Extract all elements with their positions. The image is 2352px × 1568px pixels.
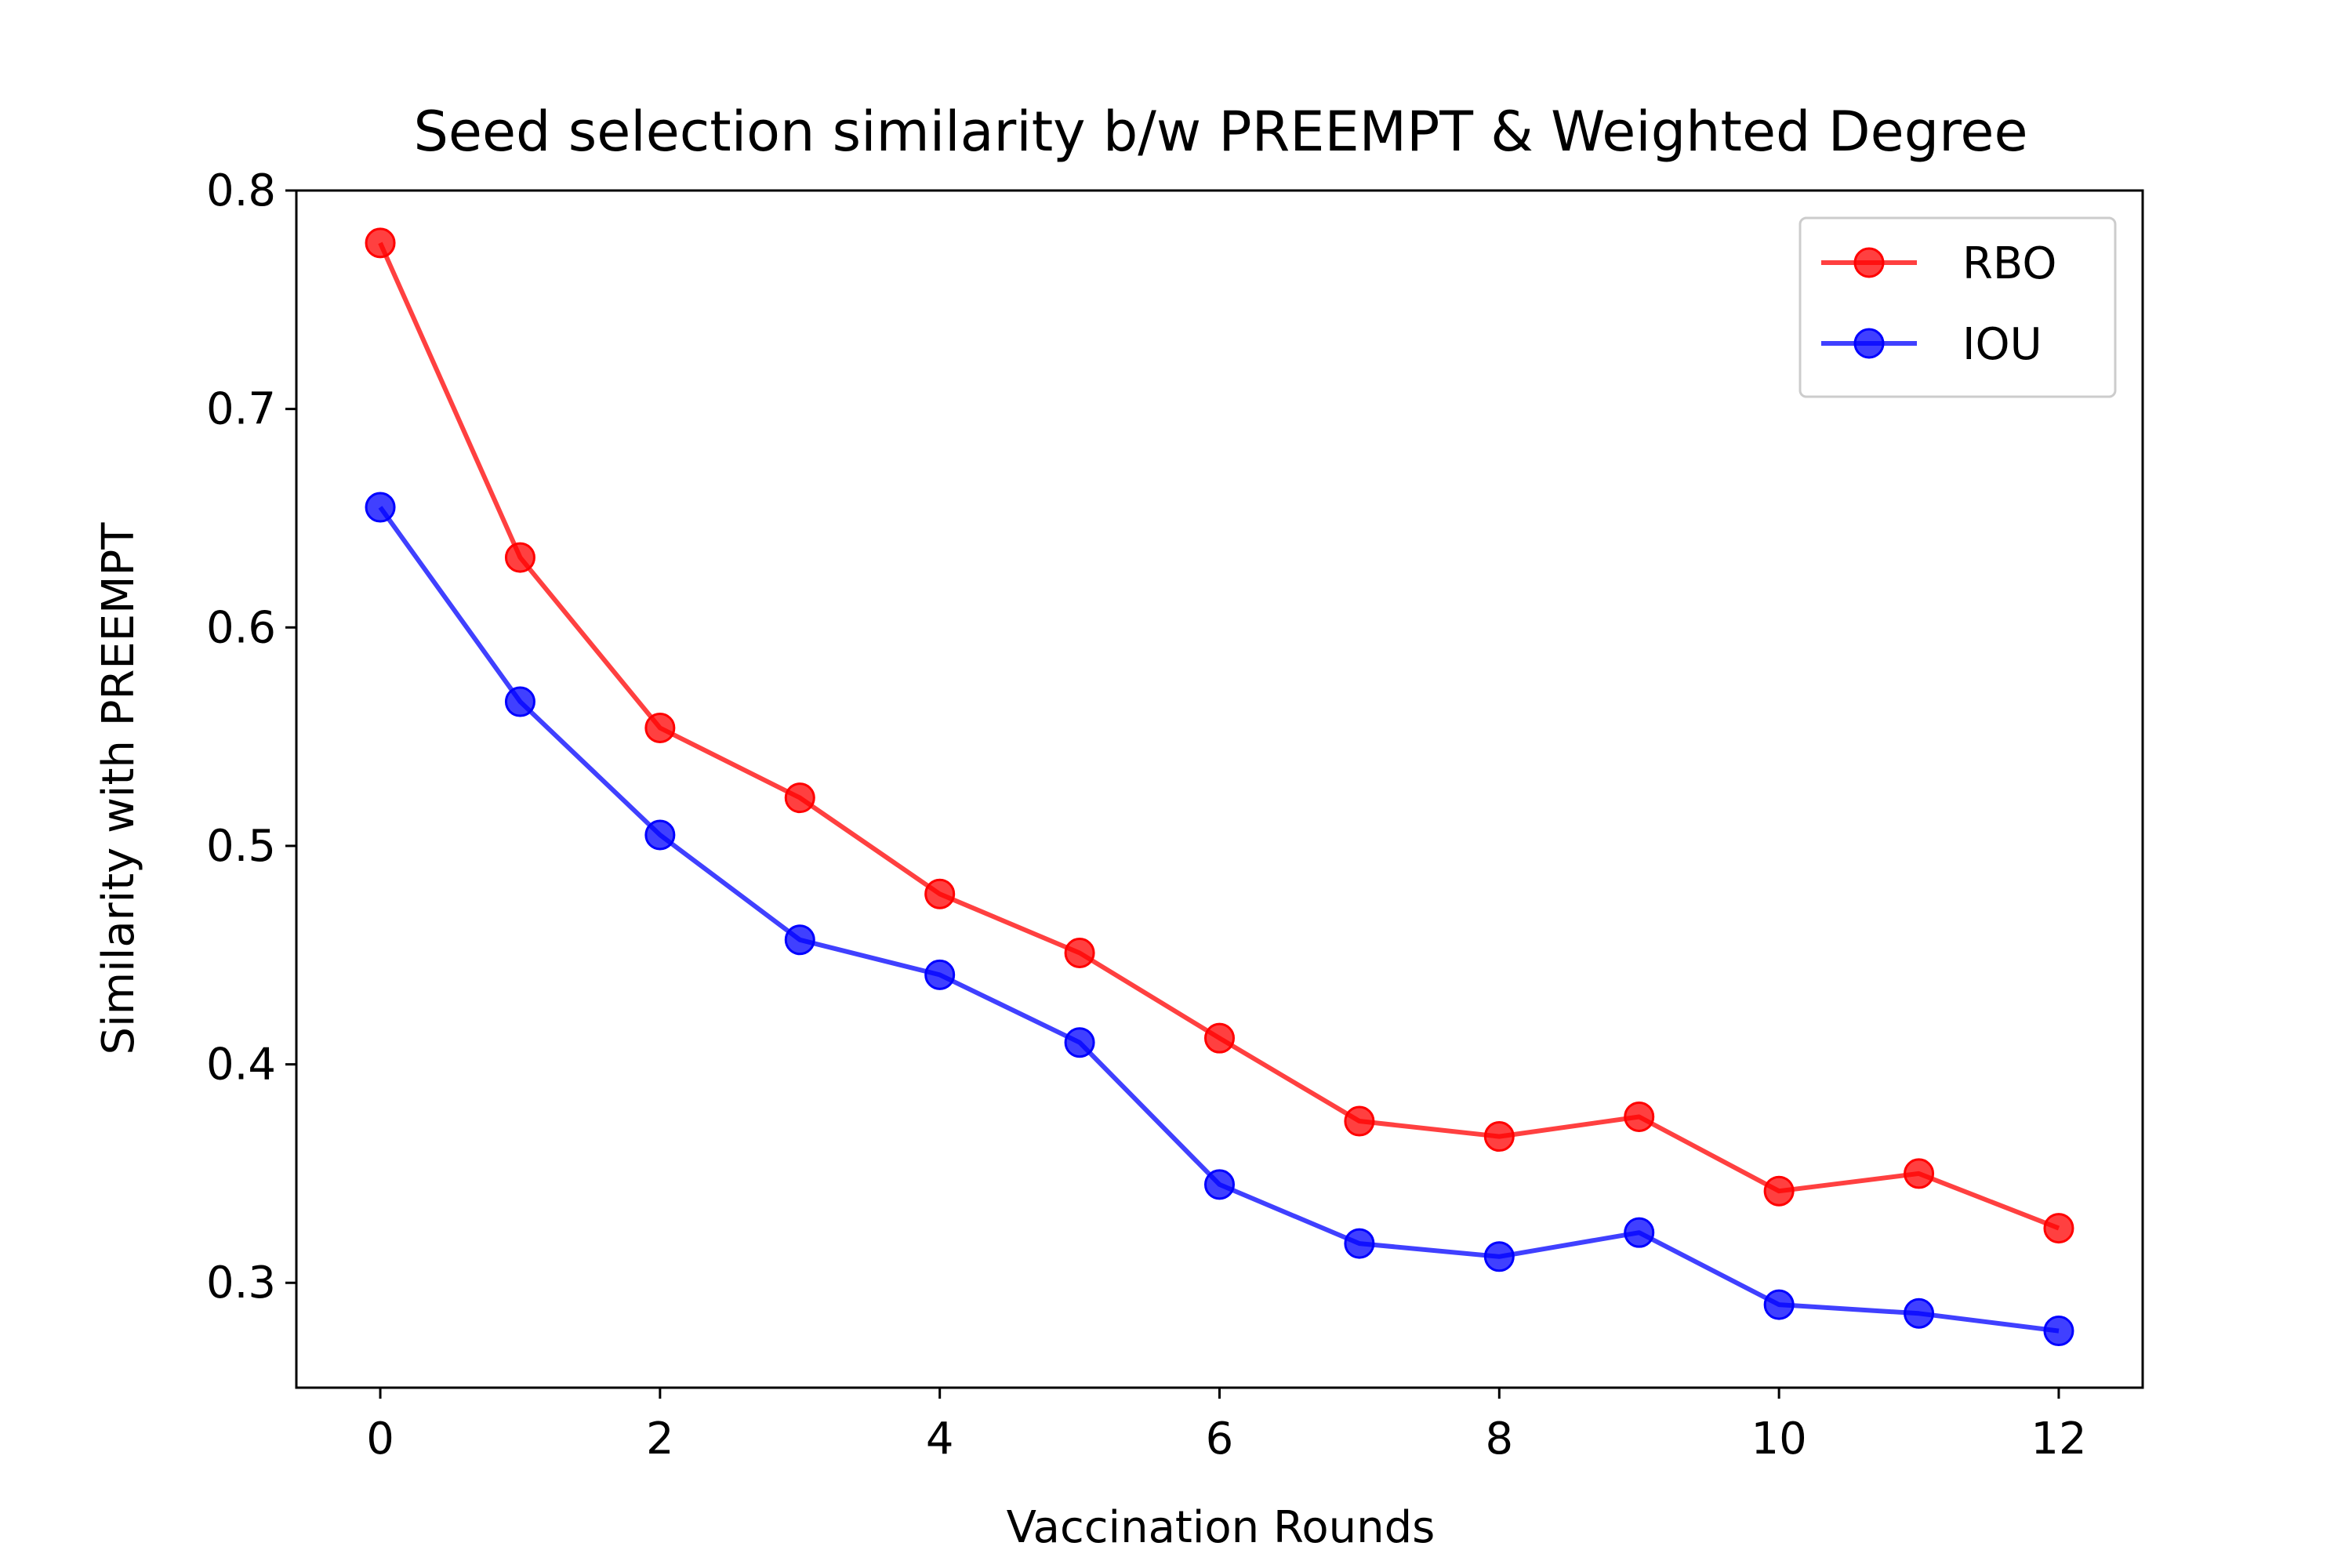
data-point-iou — [365, 492, 396, 523]
data-point-iou — [1483, 1241, 1515, 1272]
y-tick-label: 0.6 — [206, 602, 276, 653]
data-point-iou — [504, 686, 535, 717]
data-point-rbo — [365, 227, 396, 259]
y-axis-label: Similarity with PREEMPT — [93, 522, 144, 1055]
data-point-iou — [784, 924, 815, 956]
series-layer — [365, 227, 2074, 1347]
x-tick-label: 0 — [366, 1414, 394, 1465]
legend-marker-iou — [1853, 328, 1885, 359]
data-point-rbo — [1624, 1101, 1655, 1132]
data-point-iou — [1204, 1169, 1235, 1200]
data-point-rbo — [1763, 1175, 1795, 1207]
y-tick-label: 0.7 — [206, 384, 276, 435]
legend-item-rbo: RBO — [1821, 238, 2056, 289]
data-point-rbo — [644, 712, 676, 743]
data-point-rbo — [1483, 1121, 1515, 1152]
x-axis-ticks: 0 2 4 6 8 10 12 — [366, 1388, 2087, 1465]
series-iou — [365, 492, 2074, 1347]
data-point-iou — [924, 959, 956, 990]
legend-item-iou: IOU — [1821, 319, 2042, 370]
data-point-rbo — [1204, 1022, 1235, 1054]
x-axis-label: Vaccination Rounds — [1007, 1502, 1436, 1553]
legend-box — [1798, 216, 2117, 398]
plot-frame — [295, 189, 2144, 1389]
data-point-iou — [1624, 1217, 1655, 1248]
x-tick-label: 12 — [2031, 1414, 2086, 1465]
legend: RBO IOU — [1798, 216, 2117, 398]
data-point-rbo — [924, 878, 956, 909]
x-tick-label: 8 — [1485, 1414, 1513, 1465]
data-point-rbo — [784, 782, 815, 814]
data-point-rbo — [504, 542, 535, 573]
legend-marker-rbo — [1853, 247, 1885, 278]
data-point-iou — [1763, 1289, 1795, 1320]
data-point-iou — [1344, 1228, 1375, 1259]
x-tick-label: 6 — [1206, 1414, 1234, 1465]
data-point-rbo — [2043, 1213, 2074, 1244]
data-point-iou — [644, 819, 676, 851]
data-point-iou — [2043, 1316, 2074, 1347]
y-tick-label: 0.3 — [206, 1258, 276, 1308]
y-tick-label: 0.8 — [206, 165, 276, 216]
data-point-rbo — [1904, 1158, 1935, 1189]
x-tick-label: 10 — [1751, 1414, 1807, 1465]
data-point-rbo — [1064, 937, 1095, 968]
y-axis-ticks: 0.3 0.4 0.5 0.6 0.7 0.8 — [206, 165, 296, 1308]
x-tick-label: 2 — [646, 1414, 674, 1465]
data-point-rbo — [1344, 1105, 1375, 1137]
x-tick-label: 4 — [926, 1414, 954, 1465]
y-tick-label: 0.4 — [206, 1040, 276, 1091]
legend-entries: RBO IOU — [1821, 238, 2056, 370]
chart-title: Seed selection similarity b/w PREEMPT & … — [413, 100, 2027, 164]
legend-label-iou: IOU — [1962, 319, 2042, 370]
series-rbo — [365, 227, 2074, 1244]
y-tick-label: 0.5 — [206, 821, 276, 872]
data-point-iou — [1904, 1298, 1935, 1329]
data-point-iou — [1064, 1027, 1095, 1058]
legend-label-rbo: RBO — [1962, 238, 2056, 289]
